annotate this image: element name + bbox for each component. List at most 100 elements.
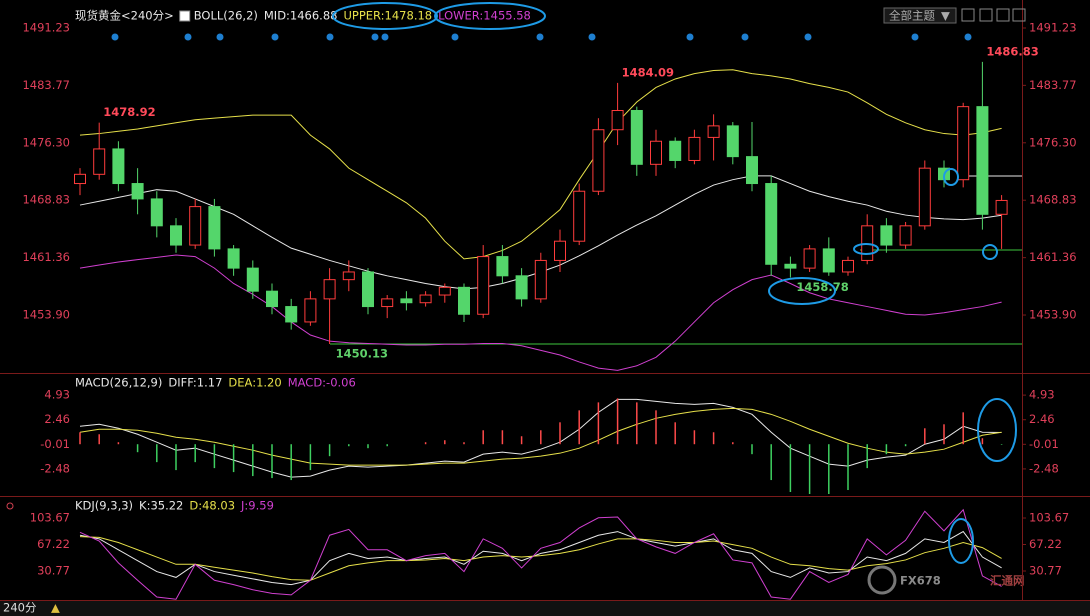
highlight-circle: [434, 2, 546, 30]
candle-body: [669, 140, 682, 161]
highlight-circle: [943, 168, 959, 186]
y-tick-label: 1453.90: [22, 308, 70, 322]
y-tick-label: 1476.30: [22, 135, 70, 149]
dropdown-arrow[interactable]: ▼: [941, 9, 950, 23]
candle-body: [765, 183, 778, 265]
legend-entry: DEA:1.20: [228, 376, 281, 390]
candle-body: [592, 129, 605, 192]
event-dot: [804, 33, 812, 41]
candle-body: [477, 256, 490, 315]
event-dot: [588, 33, 596, 41]
candle-body: [285, 306, 298, 323]
legend-entry: MID:1466.88: [264, 9, 338, 23]
candle-body: [419, 294, 432, 304]
candle-body: [150, 198, 163, 227]
candle-body: [976, 106, 989, 215]
y-tick-label: 103.67: [1029, 511, 1069, 525]
event-dot: [536, 33, 544, 41]
highlight-circle: [977, 398, 1017, 462]
y-tick-label: 1491.23: [1029, 20, 1077, 34]
highlight-circle: [948, 518, 974, 564]
period-label[interactable]: 240分: [3, 601, 37, 615]
event-dot: [686, 33, 694, 41]
candle-body: [362, 271, 374, 308]
candle-body: [458, 286, 470, 315]
y-tick-label: 1476.30: [1029, 135, 1077, 149]
candle-body: [246, 267, 259, 292]
event-dot: [451, 33, 459, 41]
candle-body: [304, 298, 317, 323]
candle-body: [496, 256, 509, 277]
panel-title: 现货黄金<240分>: [75, 9, 174, 23]
candle-body: [630, 109, 643, 165]
highlight-circle: [768, 277, 836, 305]
legend-entry: D:48.03: [189, 499, 235, 513]
panel: 1491.23 1491.23 1483.77 1483.77 1476.30 1476.…: [22, 9, 1077, 371]
y-tick-label: 1453.90: [1029, 308, 1077, 322]
tool-icon[interactable]: [961, 8, 975, 22]
indicator-line: [79, 530, 1002, 586]
candle-body: [746, 156, 758, 185]
y-tick-label: 67.22: [37, 537, 70, 551]
event-dot: [371, 33, 379, 41]
highlight-circle: [982, 244, 998, 260]
indicator-icon: [179, 10, 191, 22]
candle-body: [323, 279, 336, 300]
y-tick-label: -0.01: [40, 437, 70, 451]
watermark-name: 汇通网: [990, 574, 1025, 588]
candle-body: [726, 125, 739, 158]
candle-body: [112, 148, 125, 185]
plot-area: [74, 61, 1022, 371]
candle-body: [400, 298, 413, 304]
candle-body: [554, 240, 566, 261]
event-dot: [911, 33, 919, 41]
candle-body: [688, 136, 701, 161]
highlight-circle: [853, 243, 879, 255]
tool-icon[interactable]: [1012, 8, 1026, 22]
theme-button[interactable]: [883, 7, 957, 24]
candle-body: [515, 275, 528, 300]
legend-entry: DIFF:1.17: [168, 376, 222, 390]
candle-body: [880, 225, 893, 246]
y-tick-label: 1461.36: [22, 250, 70, 264]
y-tick-label: 1483.77: [1029, 78, 1077, 92]
plot-area: [79, 398, 1003, 495]
tool-icon[interactable]: [996, 8, 1010, 22]
theme-button-label[interactable]: 全部主题: [889, 9, 935, 23]
y-tick-label: 67.22: [1029, 537, 1062, 551]
candle-body: [842, 259, 854, 273]
indicator-line: [79, 536, 1002, 581]
plot-area: [79, 508, 1002, 600]
candle-body: [342, 271, 355, 281]
y-tick-label: 1468.83: [1029, 193, 1077, 207]
candle-body: [189, 206, 202, 246]
y-tick-label: 30.77: [1029, 564, 1062, 578]
y-tick-label: 2.46: [1029, 412, 1055, 426]
panel-title: MACD(26,12,9): [75, 376, 162, 390]
period-arrow[interactable]: ▲: [51, 601, 60, 615]
event-dot: [964, 33, 972, 41]
y-tick-label: 4.93: [44, 388, 70, 402]
price-annotation: 1486.83: [986, 44, 1038, 58]
tool-icon[interactable]: [979, 8, 993, 22]
candle-body: [611, 109, 624, 131]
y-tick-label: 1468.83: [22, 193, 70, 207]
panel-icon: [6, 502, 14, 510]
event-dot: [326, 33, 334, 41]
panel: 103.67 103.67 67.22 67.22 30.77 30.77 KDJ(9,3,…: [30, 499, 1069, 600]
watermark-logo: [867, 565, 897, 595]
highlight-circle: [332, 2, 438, 30]
candle-body: [650, 140, 662, 165]
y-tick-label: 1483.77: [22, 78, 70, 92]
candle-body: [227, 248, 240, 269]
legend-entry: UPPER:1478.18: [343, 9, 432, 23]
event-dot: [271, 33, 279, 41]
event-dot: [381, 33, 389, 41]
candle-body: [573, 190, 586, 242]
x-axis-strip: [0, 600, 1090, 616]
candle-body: [131, 183, 144, 200]
candle-body: [438, 286, 451, 296]
candle-body: [381, 298, 394, 308]
